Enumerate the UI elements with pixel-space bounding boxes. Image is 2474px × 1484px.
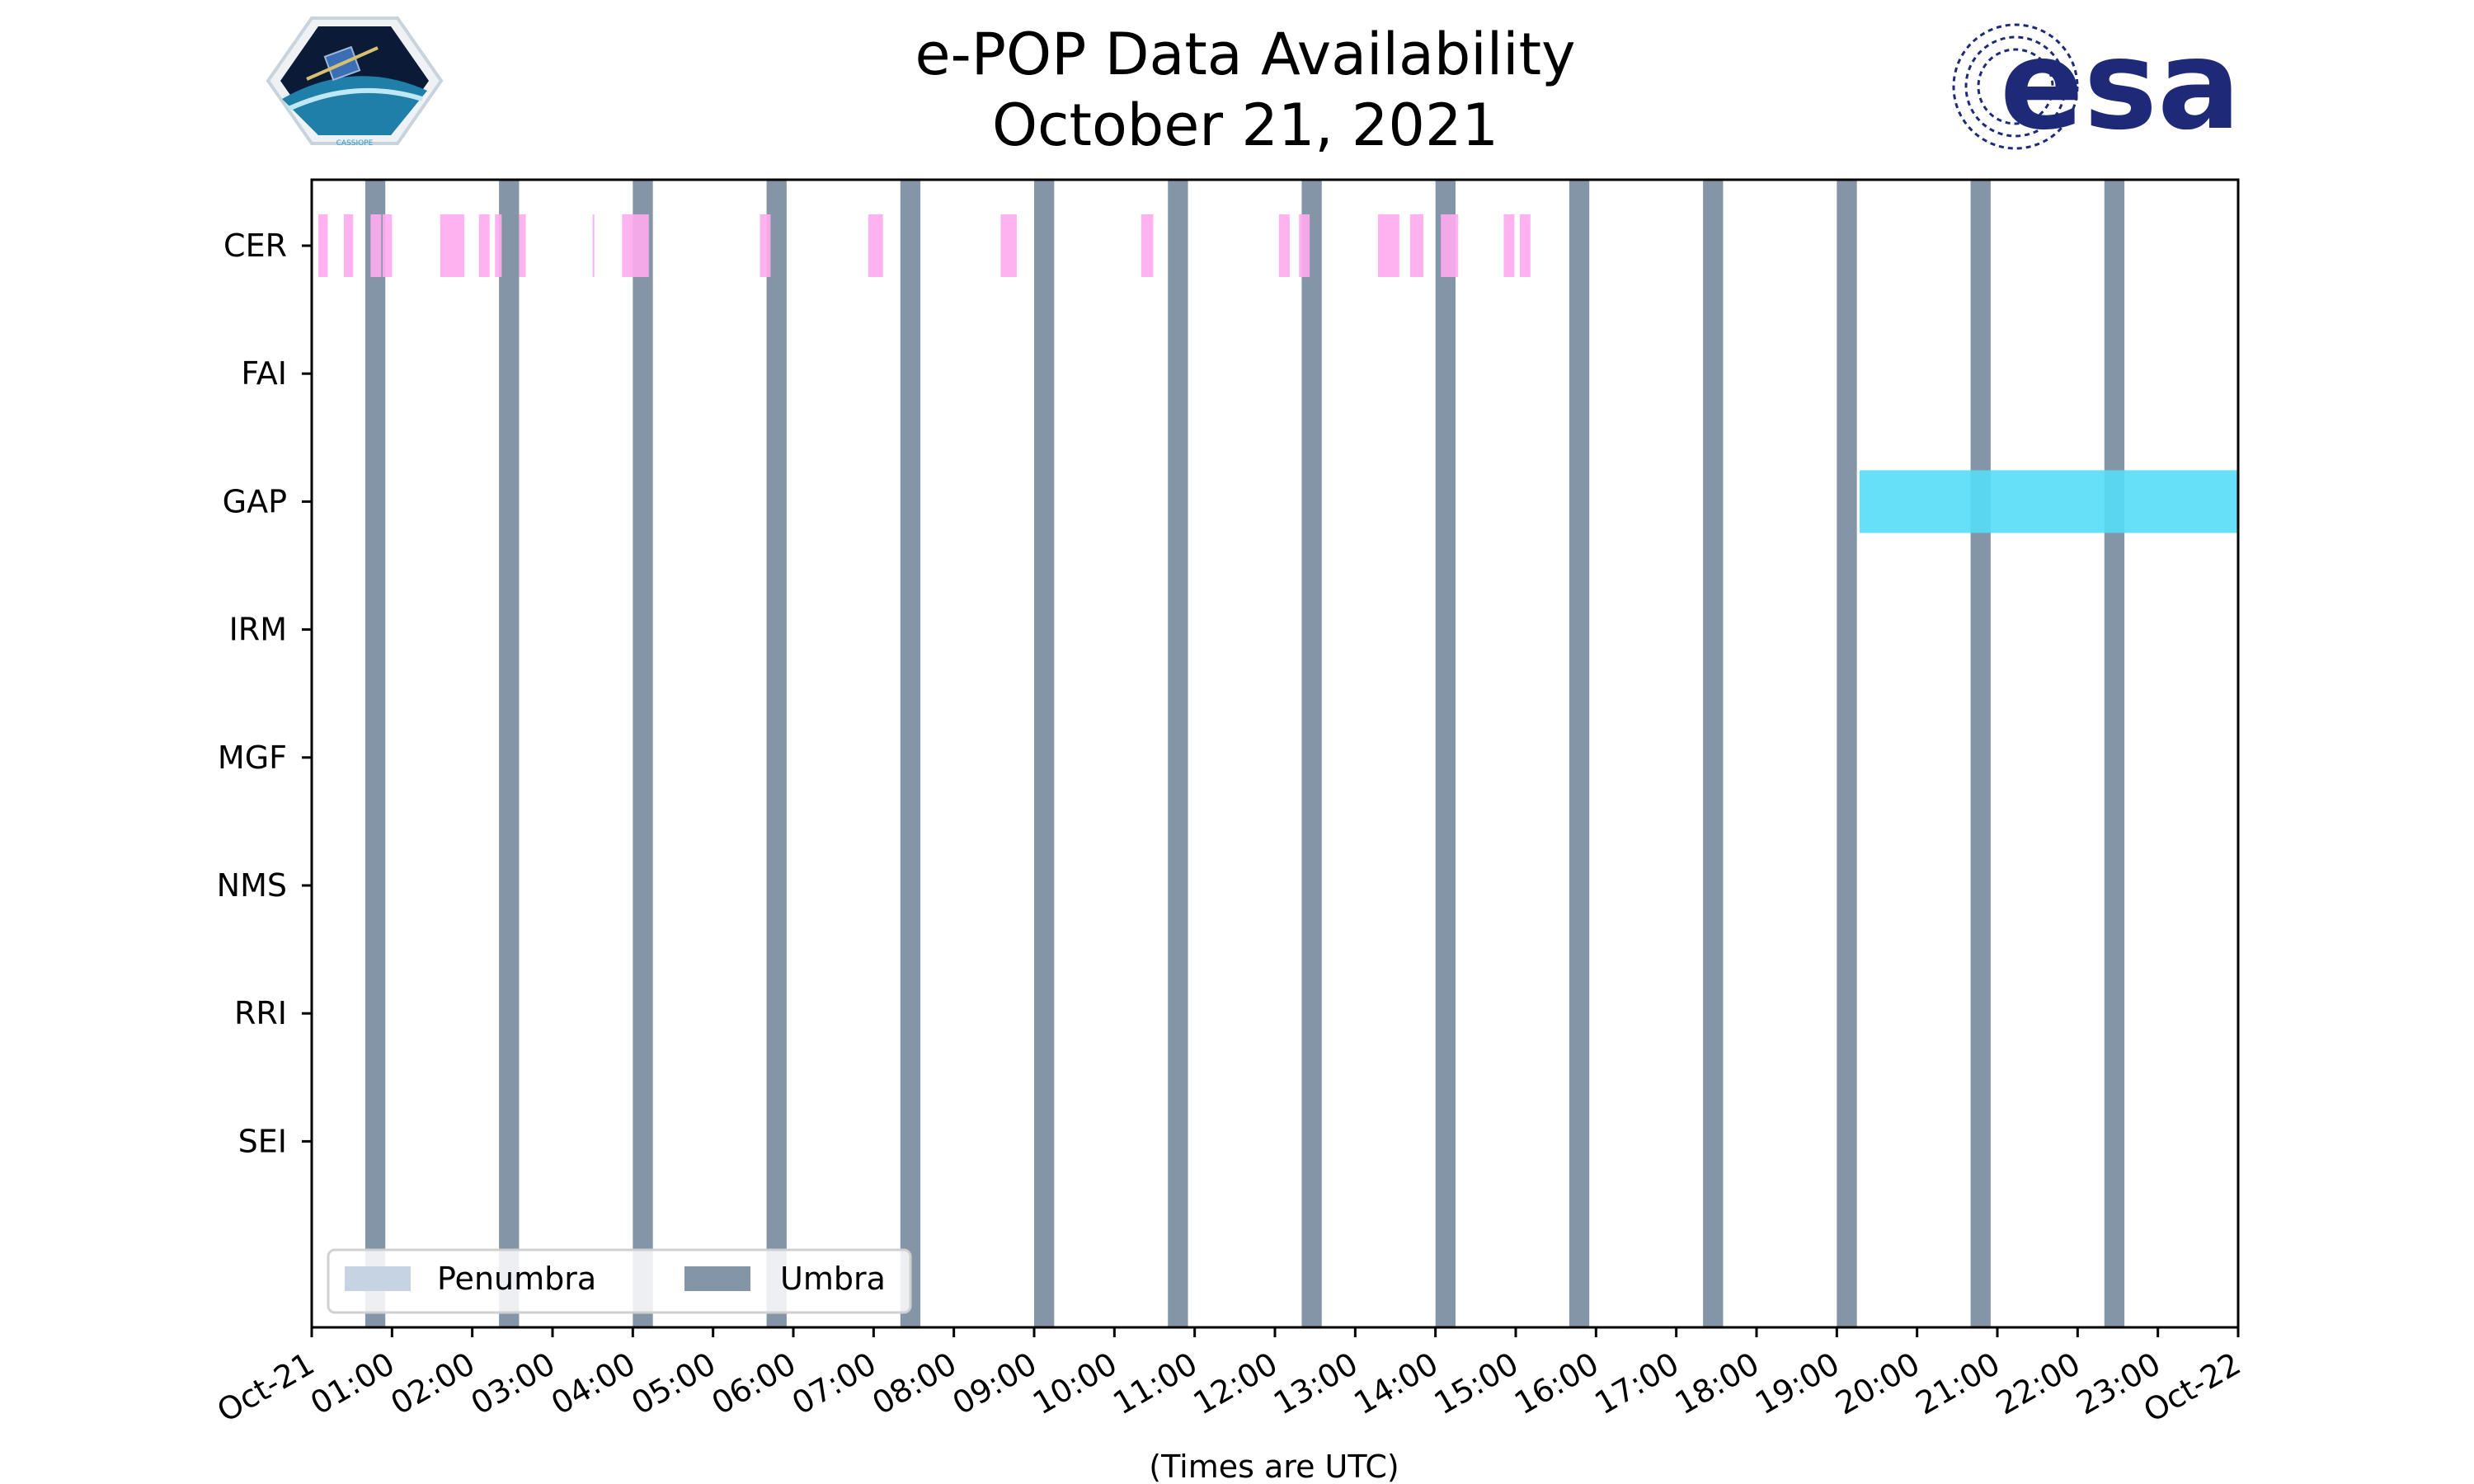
y-tick-label-gap: GAP — [223, 483, 287, 519]
esa-logo: esa — [1952, 14, 2241, 157]
cassiope-logo: CASSIOPE — [266, 16, 444, 148]
x-tick-label-1: 01:00 — [304, 1345, 401, 1422]
x-tick-label-8: 08:00 — [866, 1345, 962, 1422]
x-tick-label-6: 06:00 — [706, 1345, 802, 1422]
bar-cer-13 — [1141, 214, 1154, 277]
bar-gap-0 — [1859, 470, 2238, 533]
bar-cer-5 — [478, 214, 490, 277]
legend-label-penumbra: Penumbra — [437, 1261, 596, 1297]
x-tick-label-4: 04:00 — [545, 1345, 642, 1422]
x-tick-label-17: 17:00 — [1588, 1345, 1685, 1422]
x-tick-label-0: Oct-21 — [211, 1345, 321, 1430]
umbra-band-8 — [1435, 180, 1456, 1327]
bar-cer-10 — [760, 214, 771, 277]
bar-cer-4 — [440, 214, 464, 277]
umbra-band-0 — [365, 180, 386, 1327]
x-tick-label-10: 10:00 — [1027, 1345, 1123, 1422]
y-tick-label-cer: CER — [223, 228, 287, 264]
data-bars — [318, 214, 2238, 533]
bar-cer-16 — [1377, 214, 1399, 277]
bar-cer-1 — [343, 214, 354, 277]
umbra-band-9 — [1569, 180, 1590, 1327]
umbra-band-5 — [1034, 180, 1055, 1327]
y-tick-label-irm: IRM — [229, 612, 287, 648]
x-tick-label-21: 21:00 — [1910, 1345, 2006, 1422]
bar-cer-17 — [1409, 214, 1424, 277]
x-tick-label-7: 07:00 — [786, 1345, 882, 1422]
x-tick-label-11: 11:00 — [1107, 1345, 1203, 1422]
bar-cer-2 — [370, 214, 382, 277]
umbra-band-7 — [1301, 180, 1322, 1327]
bar-cer-3 — [382, 214, 393, 277]
x-tick-label-12: 12:00 — [1188, 1345, 1284, 1422]
umbra-band-12 — [1970, 180, 1991, 1327]
bar-cer-14 — [1278, 214, 1290, 277]
legend-swatch-umbra — [684, 1266, 750, 1291]
x-tick-label-15: 15:00 — [1428, 1345, 1525, 1422]
plot-frame — [310, 178, 2240, 1329]
umbra-band-10 — [1703, 180, 1724, 1327]
bar-cer-9 — [622, 214, 649, 277]
umbra-band-1 — [499, 180, 520, 1327]
umbra-band-13 — [2104, 180, 2125, 1327]
bar-cer-15 — [1299, 214, 1310, 277]
x-tick-label-22: 22:00 — [1990, 1345, 2086, 1422]
legend-box — [327, 1248, 912, 1314]
x-tick-label-5: 05:00 — [625, 1345, 722, 1422]
plot-background — [312, 180, 2238, 1327]
x-tick-label-3: 03:00 — [465, 1345, 562, 1422]
umbra-band-11 — [1837, 180, 1857, 1327]
y-tick-label-nms: NMS — [217, 867, 287, 904]
x-tick-label-20: 20:00 — [1829, 1345, 1926, 1422]
x-tick-label-13: 13:00 — [1268, 1345, 1364, 1422]
x-tick-label-14: 14:00 — [1348, 1345, 1444, 1422]
umbra-band-2 — [633, 180, 653, 1327]
chart-title-line1: e-POP Data Availability — [915, 21, 1575, 88]
legend-label-umbra: Umbra — [780, 1261, 886, 1297]
umbra-band-3 — [766, 180, 787, 1327]
bar-cer-11 — [868, 214, 883, 277]
bar-cer-0 — [318, 214, 328, 277]
cassiope-logo-text: CASSIOPE — [336, 139, 374, 148]
x-tick-label-9: 09:00 — [947, 1345, 1043, 1422]
legend-swatch-penumbra — [345, 1266, 411, 1291]
x-tick-label-2: 02:00 — [384, 1345, 481, 1422]
y-tick-label-mgf: MGF — [218, 740, 287, 776]
bar-cer-18 — [1441, 214, 1459, 277]
y-tick-label-sei: SEI — [238, 1123, 287, 1159]
x-tick-label-18: 18:00 — [1669, 1345, 1766, 1422]
bar-cer-20 — [1519, 214, 1531, 277]
legend: Penumbra Umbra — [327, 1248, 912, 1314]
bar-cer-7 — [519, 214, 526, 277]
y-tick-label-rri: RRI — [234, 995, 287, 1031]
x-tick-label-16: 16:00 — [1508, 1345, 1605, 1422]
bar-cer-6 — [495, 214, 502, 277]
y-tick-label-fai: FAI — [241, 355, 287, 392]
esa-logo-text: esa — [2000, 14, 2241, 157]
umbra-band-4 — [900, 180, 921, 1327]
bar-cer-8 — [592, 214, 595, 277]
bar-cer-12 — [1000, 214, 1017, 277]
x-axis-label: (Times are UTC) — [1149, 1449, 1399, 1484]
bar-cer-19 — [1503, 214, 1515, 277]
chart-title-line2: October 21, 2021 — [992, 92, 1498, 159]
umbra-band-6 — [1168, 180, 1188, 1327]
x-tick-label-19: 19:00 — [1749, 1345, 1846, 1422]
umbra-bands — [365, 180, 2125, 1327]
